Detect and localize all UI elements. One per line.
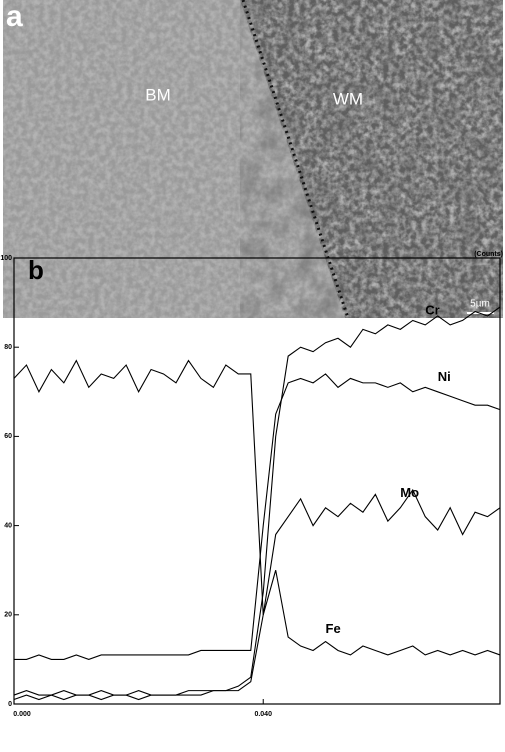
scale-bar-label: 5µm	[470, 299, 490, 310]
y-tick-label: 80	[4, 344, 12, 351]
line	[13, 359, 501, 656]
x-tick-label: 0.040	[254, 711, 272, 718]
series-label: Mo	[400, 485, 419, 500]
line	[13, 488, 501, 701]
chart: b (Counts) 0 20 40 60 80 100 0.000 0.040 Cr Ni Mo F…	[0, 251, 503, 718]
y-tick-label: 100	[0, 255, 12, 262]
micrograph: a BM WM 5µm	[3, 0, 503, 319]
y-tick-label: 40	[4, 522, 12, 529]
region-label: BM	[145, 85, 171, 104]
texture-dark	[240, 0, 503, 318]
region-label: WM	[333, 89, 363, 108]
fusion-boundary	[241, 0, 350, 319]
line	[13, 306, 501, 696]
y-tick-label: 0	[8, 701, 12, 708]
y-unit: (Counts)	[474, 251, 503, 258]
line	[14, 373, 501, 660]
series-label: Cr	[425, 302, 439, 317]
panel-label: b	[28, 255, 44, 285]
x-tick-label: 0.000	[13, 711, 31, 718]
plot-frame	[13, 257, 501, 705]
y-tick-label: 20	[4, 612, 12, 619]
series-label: Ni	[438, 369, 451, 384]
series-label: Fe	[326, 621, 341, 636]
y-tick-label: 60	[4, 433, 12, 440]
panel-label: a	[6, 0, 23, 33]
